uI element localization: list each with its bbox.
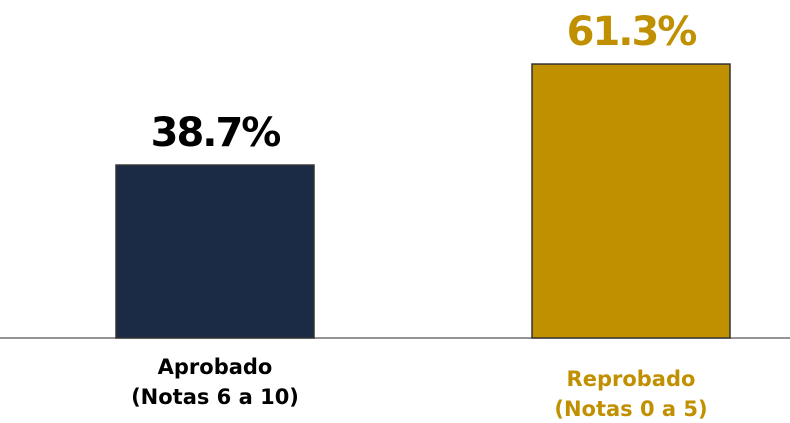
x-tick-label: Reprobado	[567, 367, 696, 391]
data-label: 61.3%	[567, 9, 697, 55]
x-tick-note: (Notas 6 a 10)	[131, 385, 299, 409]
bar	[115, 164, 315, 339]
data-label: 38.7%	[151, 110, 281, 156]
x-tick-label: Aprobado	[158, 355, 273, 379]
bar	[531, 63, 731, 339]
x-tick-note: (Notas 0 a 5)	[554, 397, 707, 421]
